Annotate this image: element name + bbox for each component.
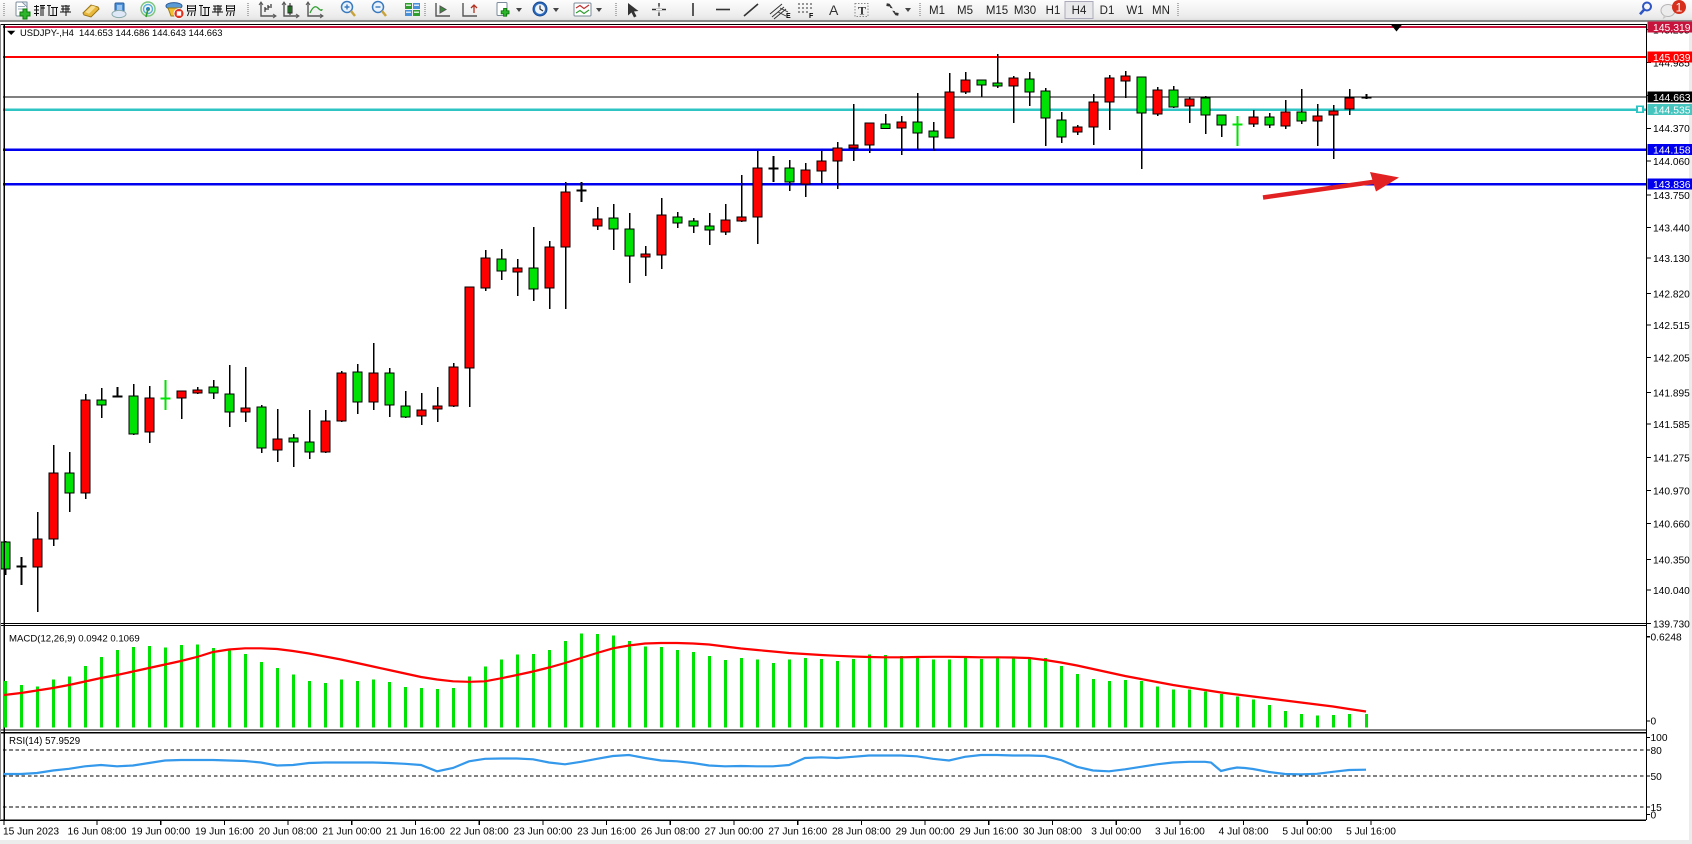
svg-text:23 Jun 00:00: 23 Jun 00:00 [513, 827, 572, 838]
svg-text:144.985: 144.985 [1653, 58, 1690, 69]
svg-text:80: 80 [1651, 746, 1663, 757]
svg-text:140.350: 140.350 [1653, 555, 1690, 566]
svg-text:30 Jun 08:00: 30 Jun 08:00 [1023, 827, 1082, 838]
svg-text:3 Jul 00:00: 3 Jul 00:00 [1091, 827, 1141, 838]
svg-text:100: 100 [1651, 733, 1668, 744]
svg-text:M15: M15 [986, 5, 1008, 17]
svg-text:140.970: 140.970 [1653, 486, 1690, 497]
svg-text:3 Jul 16:00: 3 Jul 16:00 [1155, 827, 1205, 838]
svg-text:21 Jun 16:00: 21 Jun 16:00 [386, 827, 445, 838]
svg-text:MN: MN [1152, 5, 1170, 17]
svg-text:141.895: 141.895 [1653, 388, 1690, 399]
svg-text:USDJPY-,H4 144.653 144.686 14: USDJPY-,H4 144.653 144.686 144.643 144.6… [20, 27, 222, 38]
svg-text:142.820: 142.820 [1653, 289, 1690, 300]
svg-text:19 Jun 16:00: 19 Jun 16:00 [195, 827, 254, 838]
svg-text:23 Jun 16:00: 23 Jun 16:00 [577, 827, 636, 838]
svg-text:4 Jul 08:00: 4 Jul 08:00 [1219, 827, 1269, 838]
svg-text:141.585: 141.585 [1653, 420, 1690, 431]
svg-text:142.205: 142.205 [1653, 353, 1690, 364]
svg-text:145.039: 145.039 [1653, 53, 1691, 64]
svg-text:M1: M1 [929, 5, 945, 17]
svg-text:29 Jun 16:00: 29 Jun 16:00 [959, 827, 1018, 838]
svg-text:21 Jun 00:00: 21 Jun 00:00 [322, 827, 381, 838]
svg-text:26 Jun 08:00: 26 Jun 08:00 [641, 827, 700, 838]
svg-text:140.660: 140.660 [1653, 519, 1690, 530]
svg-text:F: F [809, 13, 814, 20]
svg-text:27 Jun 16:00: 27 Jun 16:00 [768, 827, 827, 838]
svg-text:143.130: 143.130 [1653, 254, 1690, 265]
svg-text:E: E [786, 13, 791, 20]
svg-text:29 Jun 00:00: 29 Jun 00:00 [896, 827, 955, 838]
svg-text:D1: D1 [1100, 5, 1115, 17]
svg-text:5 Jul 00:00: 5 Jul 00:00 [1282, 827, 1332, 838]
svg-text:27 Jun 00:00: 27 Jun 00:00 [705, 827, 764, 838]
svg-text:143.440: 143.440 [1653, 223, 1690, 234]
svg-text:144.370: 144.370 [1653, 124, 1690, 135]
svg-text:143.750: 143.750 [1653, 191, 1690, 202]
svg-text:142.515: 142.515 [1653, 321, 1690, 332]
svg-text:144.663: 144.663 [1653, 93, 1691, 104]
svg-text:H4: H4 [1072, 5, 1087, 17]
svg-text:0: 0 [1651, 717, 1657, 728]
svg-text:141.275: 141.275 [1653, 453, 1690, 464]
svg-text:RSI(14) 57.9529: RSI(14) 57.9529 [9, 736, 80, 747]
svg-text:T: T [858, 4, 866, 18]
svg-text:144.158: 144.158 [1653, 145, 1691, 156]
svg-text:15 Jun 2023: 15 Jun 2023 [3, 827, 59, 838]
svg-text:1: 1 [1676, 1, 1683, 15]
svg-text:H1: H1 [1046, 5, 1061, 17]
svg-text:M5: M5 [957, 5, 973, 17]
svg-text:145.319: 145.319 [1653, 23, 1691, 34]
svg-text:5 Jul 16:00: 5 Jul 16:00 [1346, 827, 1396, 838]
svg-text:144.060: 144.060 [1653, 157, 1690, 168]
svg-text:MACD(12,26,9) 0.0942 0.1069: MACD(12,26,9) 0.0942 0.1069 [9, 634, 140, 645]
svg-text:20 Jun 08:00: 20 Jun 08:00 [259, 827, 318, 838]
svg-text:M30: M30 [1014, 5, 1036, 17]
svg-text:28 Jun 08:00: 28 Jun 08:00 [832, 827, 891, 838]
svg-text:15: 15 [1651, 803, 1663, 814]
svg-text:22 Jun 08:00: 22 Jun 08:00 [450, 827, 509, 838]
svg-text:0: 0 [1651, 810, 1657, 821]
svg-text:W1: W1 [1126, 5, 1143, 17]
svg-text:143.836: 143.836 [1653, 180, 1691, 191]
svg-text:16 Jun 08:00: 16 Jun 08:00 [68, 827, 127, 838]
svg-text:144.535: 144.535 [1653, 105, 1691, 116]
svg-text:A: A [829, 2, 839, 18]
svg-text:19 Jun 00:00: 19 Jun 00:00 [131, 827, 190, 838]
svg-text:50: 50 [1651, 772, 1663, 783]
svg-text:139.730: 139.730 [1653, 619, 1690, 630]
svg-text:140.040: 140.040 [1653, 586, 1690, 597]
svg-text:0.6248: 0.6248 [1651, 633, 1682, 644]
